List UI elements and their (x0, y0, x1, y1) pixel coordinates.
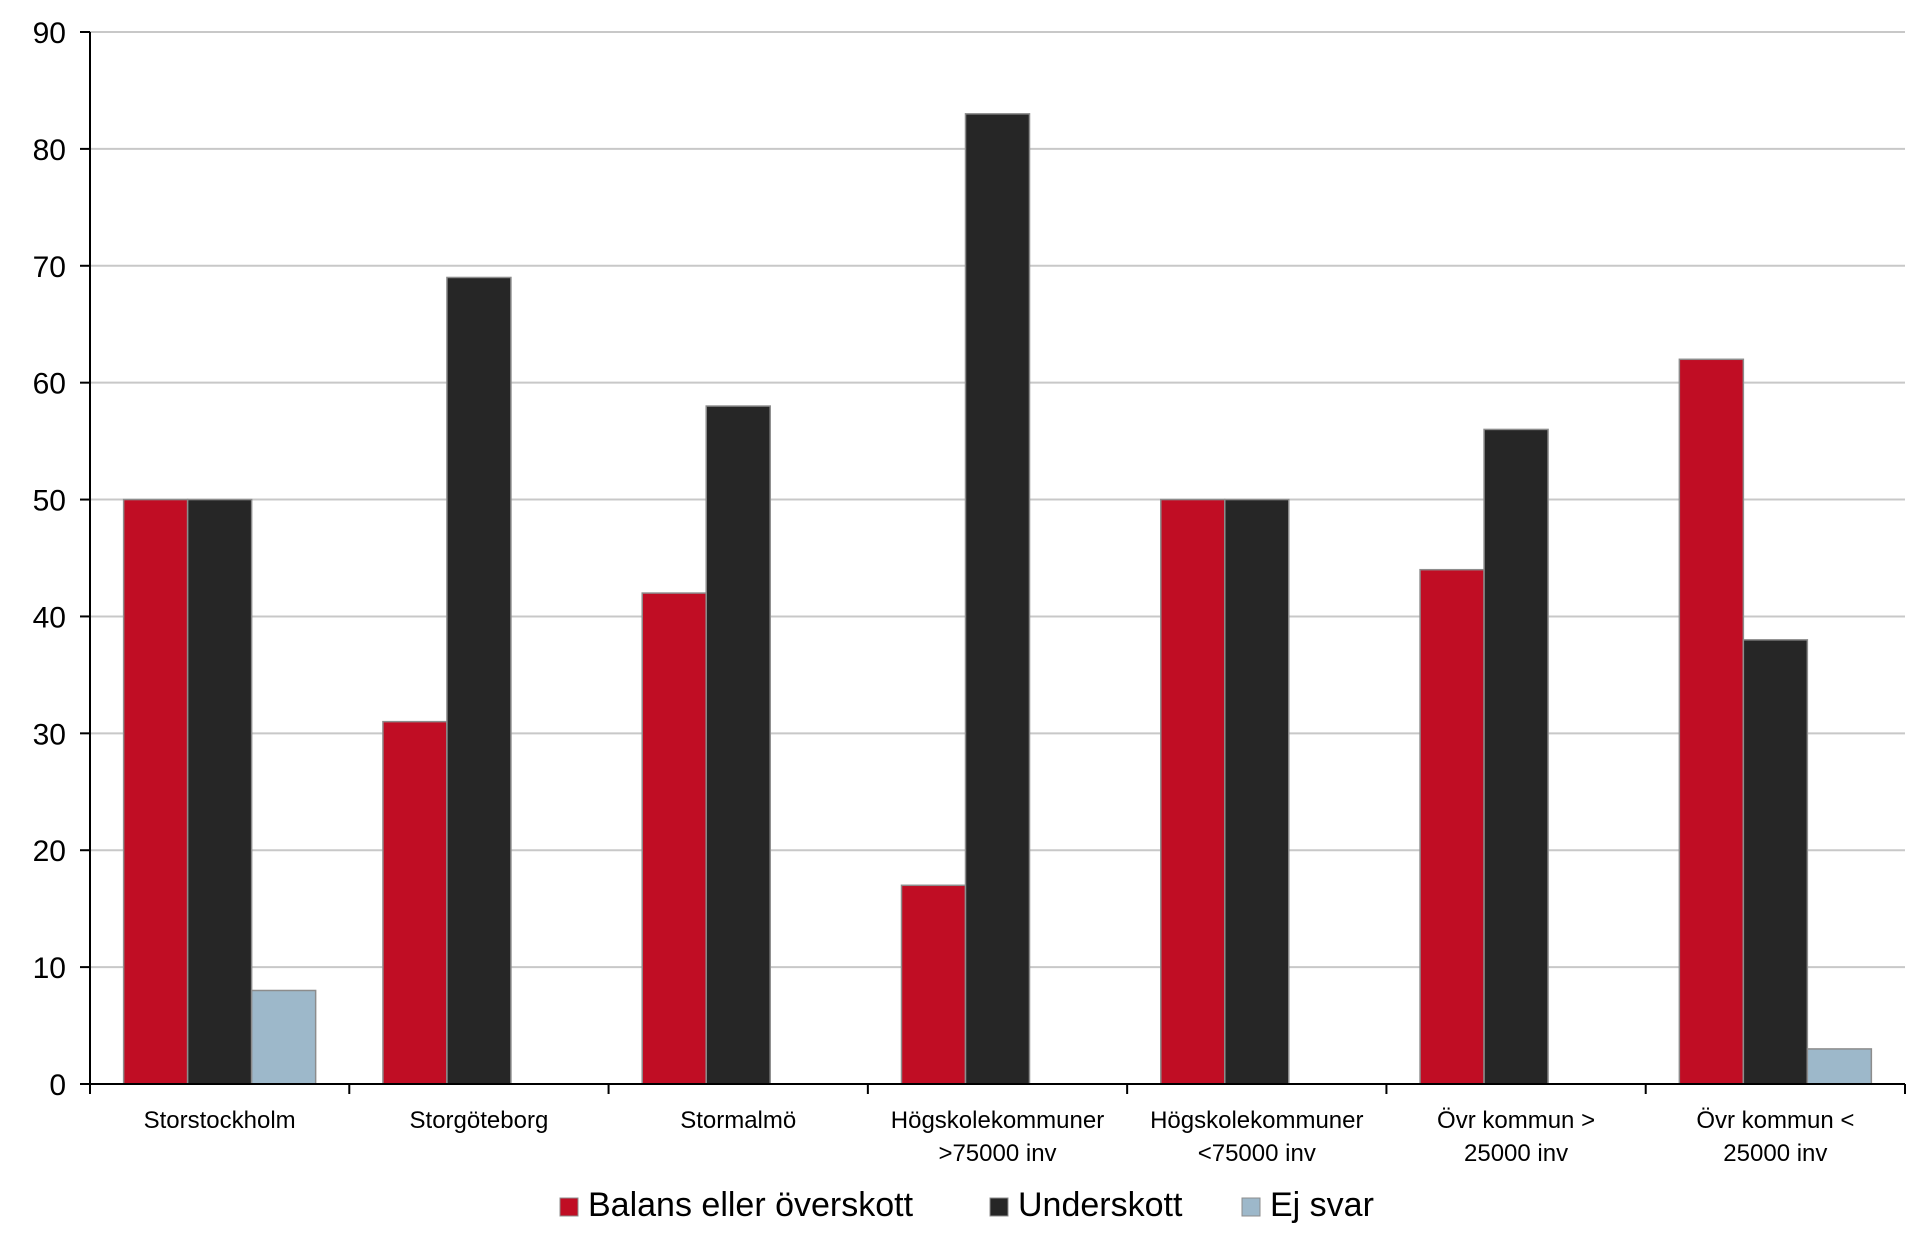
bars (122, 113, 1873, 1085)
x-tick-label: Högskolekommuner (891, 1107, 1104, 1134)
x-tick-label: 25000 inv (1464, 1140, 1568, 1167)
bar-underskott-3 (964, 113, 1031, 1085)
bar-underskott-5 (1483, 428, 1549, 1085)
y-tick-label: 20 (33, 835, 66, 868)
axes (89, 32, 1905, 1085)
x-tick-label: Stormalmö (680, 1107, 796, 1134)
legend-swatch (1241, 1197, 1261, 1217)
x-tick-label: Övr kommun > (1437, 1107, 1595, 1134)
legend: Balans eller överskott Underskott Ej svar (559, 1186, 1374, 1224)
x-tick-label: >75000 inv (938, 1140, 1056, 1167)
bar-ej-svar-0 (250, 989, 317, 1085)
bar-balans-eller-verskott-4 (1160, 498, 1226, 1085)
y-tick-label: 60 (33, 368, 66, 401)
y-tick-label: 80 (33, 134, 66, 167)
y-axis-ticks: 0 10 20 30 40 50 60 70 80 90 (33, 17, 90, 1102)
y-tick-label: 10 (33, 952, 66, 985)
legend-label: Underskott (1018, 1186, 1183, 1224)
x-tick-label: <75000 inv (1198, 1140, 1316, 1167)
bar-balans-eller-verskott-1 (382, 720, 448, 1085)
bar-underskott-4 (1224, 498, 1290, 1085)
bar-balans-eller-verskott-5 (1419, 568, 1485, 1085)
y-tick-label: 30 (33, 718, 66, 751)
legend-label: Balans eller överskott (588, 1186, 914, 1224)
x-tick-label: 25000 inv (1723, 1140, 1827, 1167)
bar-ej-svar-6 (1806, 1048, 1873, 1085)
x-tick-label: Storstockholm (144, 1107, 296, 1134)
bar-underskott-2 (705, 405, 771, 1085)
bar-underskott-6 (1742, 639, 1809, 1085)
y-tick-label: 70 (33, 251, 66, 284)
y-tick-label: 40 (33, 601, 66, 634)
bar-balans-eller-verskott-6 (1678, 358, 1745, 1085)
y-tick-label: 90 (33, 17, 66, 50)
bar-balans-eller-verskott-2 (641, 592, 707, 1085)
bar-underskott-1 (446, 276, 512, 1085)
y-tick-label: 50 (33, 485, 66, 518)
x-tick-label: Övr kommun < (1696, 1107, 1854, 1134)
bar-underskott-0 (186, 498, 253, 1085)
x-axis-ticks: Storstockholm Storgöteborg Stormalmö Högsko… (89, 1084, 1906, 1167)
x-tick-label: Högskolekommuner (1150, 1107, 1363, 1134)
x-tick-label: Storgöteborg (410, 1107, 549, 1134)
legend-swatch (559, 1197, 579, 1217)
bar-balans-eller-verskott-3 (900, 884, 967, 1085)
legend-label: Ej svar (1270, 1186, 1374, 1224)
legend-swatch (989, 1197, 1009, 1217)
y-tick-label: 0 (49, 1069, 66, 1102)
bar-balans-eller-verskott-0 (122, 498, 189, 1085)
